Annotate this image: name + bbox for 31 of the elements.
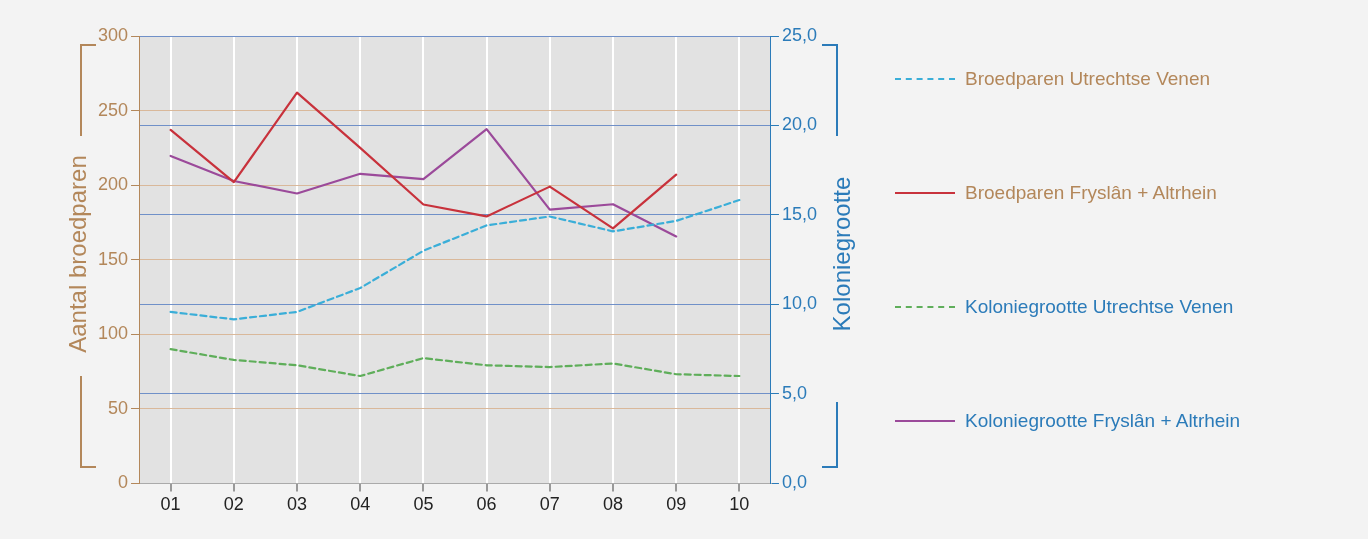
x-tick-label: 07 (539, 494, 560, 515)
x-tick-label: 09 (666, 494, 687, 515)
x-tick-label: 02 (223, 494, 244, 515)
legend-label: Broedparen Utrechtse Venen (965, 68, 1211, 90)
y-axis-title: Aantal broedparen (64, 154, 92, 355)
x-tick-label: 08 (602, 494, 623, 515)
x-tick-label: 06 (476, 494, 497, 515)
y-tick-label: 0 (118, 472, 129, 493)
line-series (169, 198, 741, 321)
y2-axis-title: Koloniegrootte (828, 175, 856, 334)
x-tick-label: 05 (413, 494, 434, 515)
y2-tick-label: 25,0 (781, 24, 818, 45)
line-series (169, 348, 741, 378)
y-tick-label: 300 (97, 24, 129, 45)
y-tick-label: 100 (97, 323, 129, 344)
y-tick-label: 250 (97, 99, 129, 120)
y-tick-label: 200 (97, 174, 129, 195)
y2-tick-label: 5,0 (781, 382, 807, 403)
x-tick-label: 03 (287, 494, 308, 515)
x-tick-label: 01 (160, 494, 181, 515)
legend-label: Koloniegrootte Fryslân + Altrhein (965, 410, 1241, 432)
x-tick-label: 10 (729, 494, 750, 515)
y2-tick-label: 15,0 (781, 203, 818, 224)
y2-tick-label: 20,0 (781, 114, 818, 135)
y2-tick-label: 0,0 (781, 472, 807, 493)
y-tick-label: 50 (108, 397, 129, 418)
y-tick-label: 150 (97, 248, 129, 269)
x-tick-label: 04 (350, 494, 371, 515)
y2-tick-label: 10,0 (781, 293, 818, 314)
legend-label: Koloniegrootte Utrechtse Venen (965, 296, 1234, 318)
legend-label: Broedparen Fryslân + Altrhein (965, 182, 1217, 204)
